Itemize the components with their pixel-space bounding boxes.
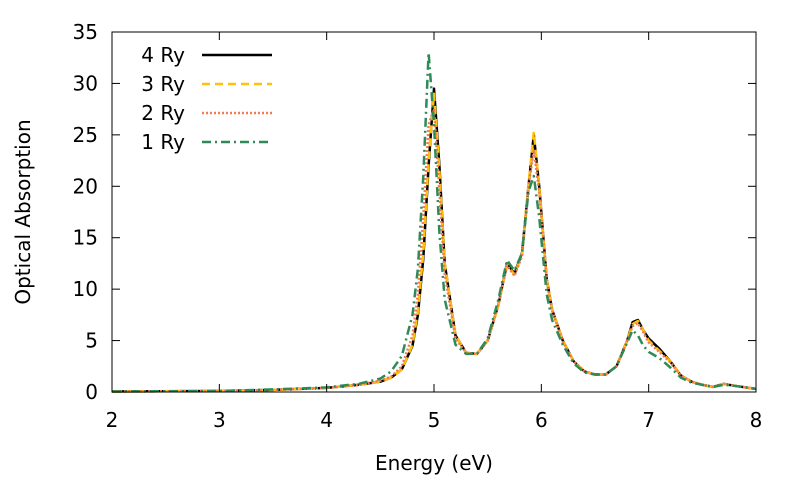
y-tick-label: 15 (73, 226, 98, 250)
plot-frame (111, 31, 757, 393)
legend-label: 4 Ry (141, 43, 185, 67)
legend-label: 1 Ry (141, 130, 185, 154)
axis-ticks: 2 3 4 5 6 7 8 0 5 10 15 20 25 30 35 (73, 20, 763, 432)
series-line-3 (111, 107, 757, 393)
x-tick-label: 2 (106, 408, 119, 432)
x-tick-label: 3 (213, 408, 226, 432)
legend-label: 2 Ry (141, 101, 185, 125)
legend-label: 3 Ry (141, 72, 185, 96)
y-tick-label: 30 (73, 71, 98, 95)
x-axis-label: Energy (eV) (375, 451, 493, 475)
y-axis-label: Optical Absorption (11, 119, 35, 304)
y-tick-label: 35 (73, 20, 98, 44)
x-tick-label: 6 (535, 408, 548, 432)
series-line-4 (111, 51, 757, 393)
y-tick-label: 5 (85, 329, 98, 353)
legend: 4 Ry 3 Ry 2 Ry 1 Ry (141, 43, 272, 154)
x-tick-label: 4 (320, 408, 333, 432)
y-tick-label: 25 (73, 123, 98, 147)
plot-lines (111, 51, 757, 393)
x-tick-label: 5 (428, 408, 441, 432)
x-tick-label: 7 (642, 408, 655, 432)
y-tick-label: 20 (73, 174, 98, 198)
y-tick-label: 0 (85, 380, 98, 404)
y-tick-label: 10 (73, 277, 98, 301)
x-tick-label: 8 (750, 408, 763, 432)
